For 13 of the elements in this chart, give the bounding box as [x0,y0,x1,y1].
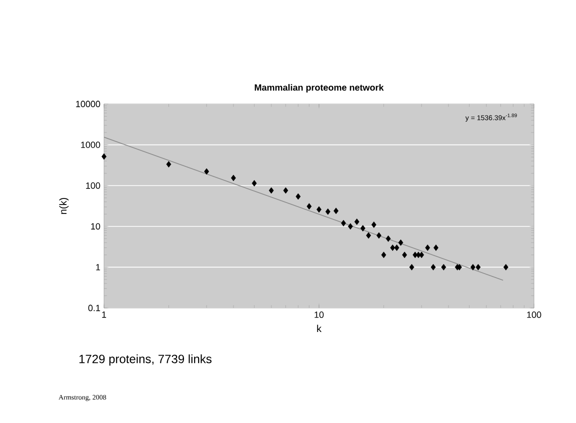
chart-title: Mammalian proteome network [254,84,384,92]
y-tick-label: 1 [96,264,100,270]
y-axis-title: n(k) [59,198,69,214]
y-tick-label: 0.1 [88,304,100,312]
text: 1729 proteins, 7739 links [79,354,212,366]
y-tick-label: 1000 [81,142,100,148]
y-tick-label: 10 [91,223,100,230]
x-axis-title: k [317,324,322,332]
y-tick-label: 100 [86,182,100,189]
x-tick-label: 10 [314,312,324,318]
y-tick-label: 10000 [76,100,100,108]
x-tick-label: 100 [527,312,542,318]
x-tick-label: 1 [102,312,106,318]
